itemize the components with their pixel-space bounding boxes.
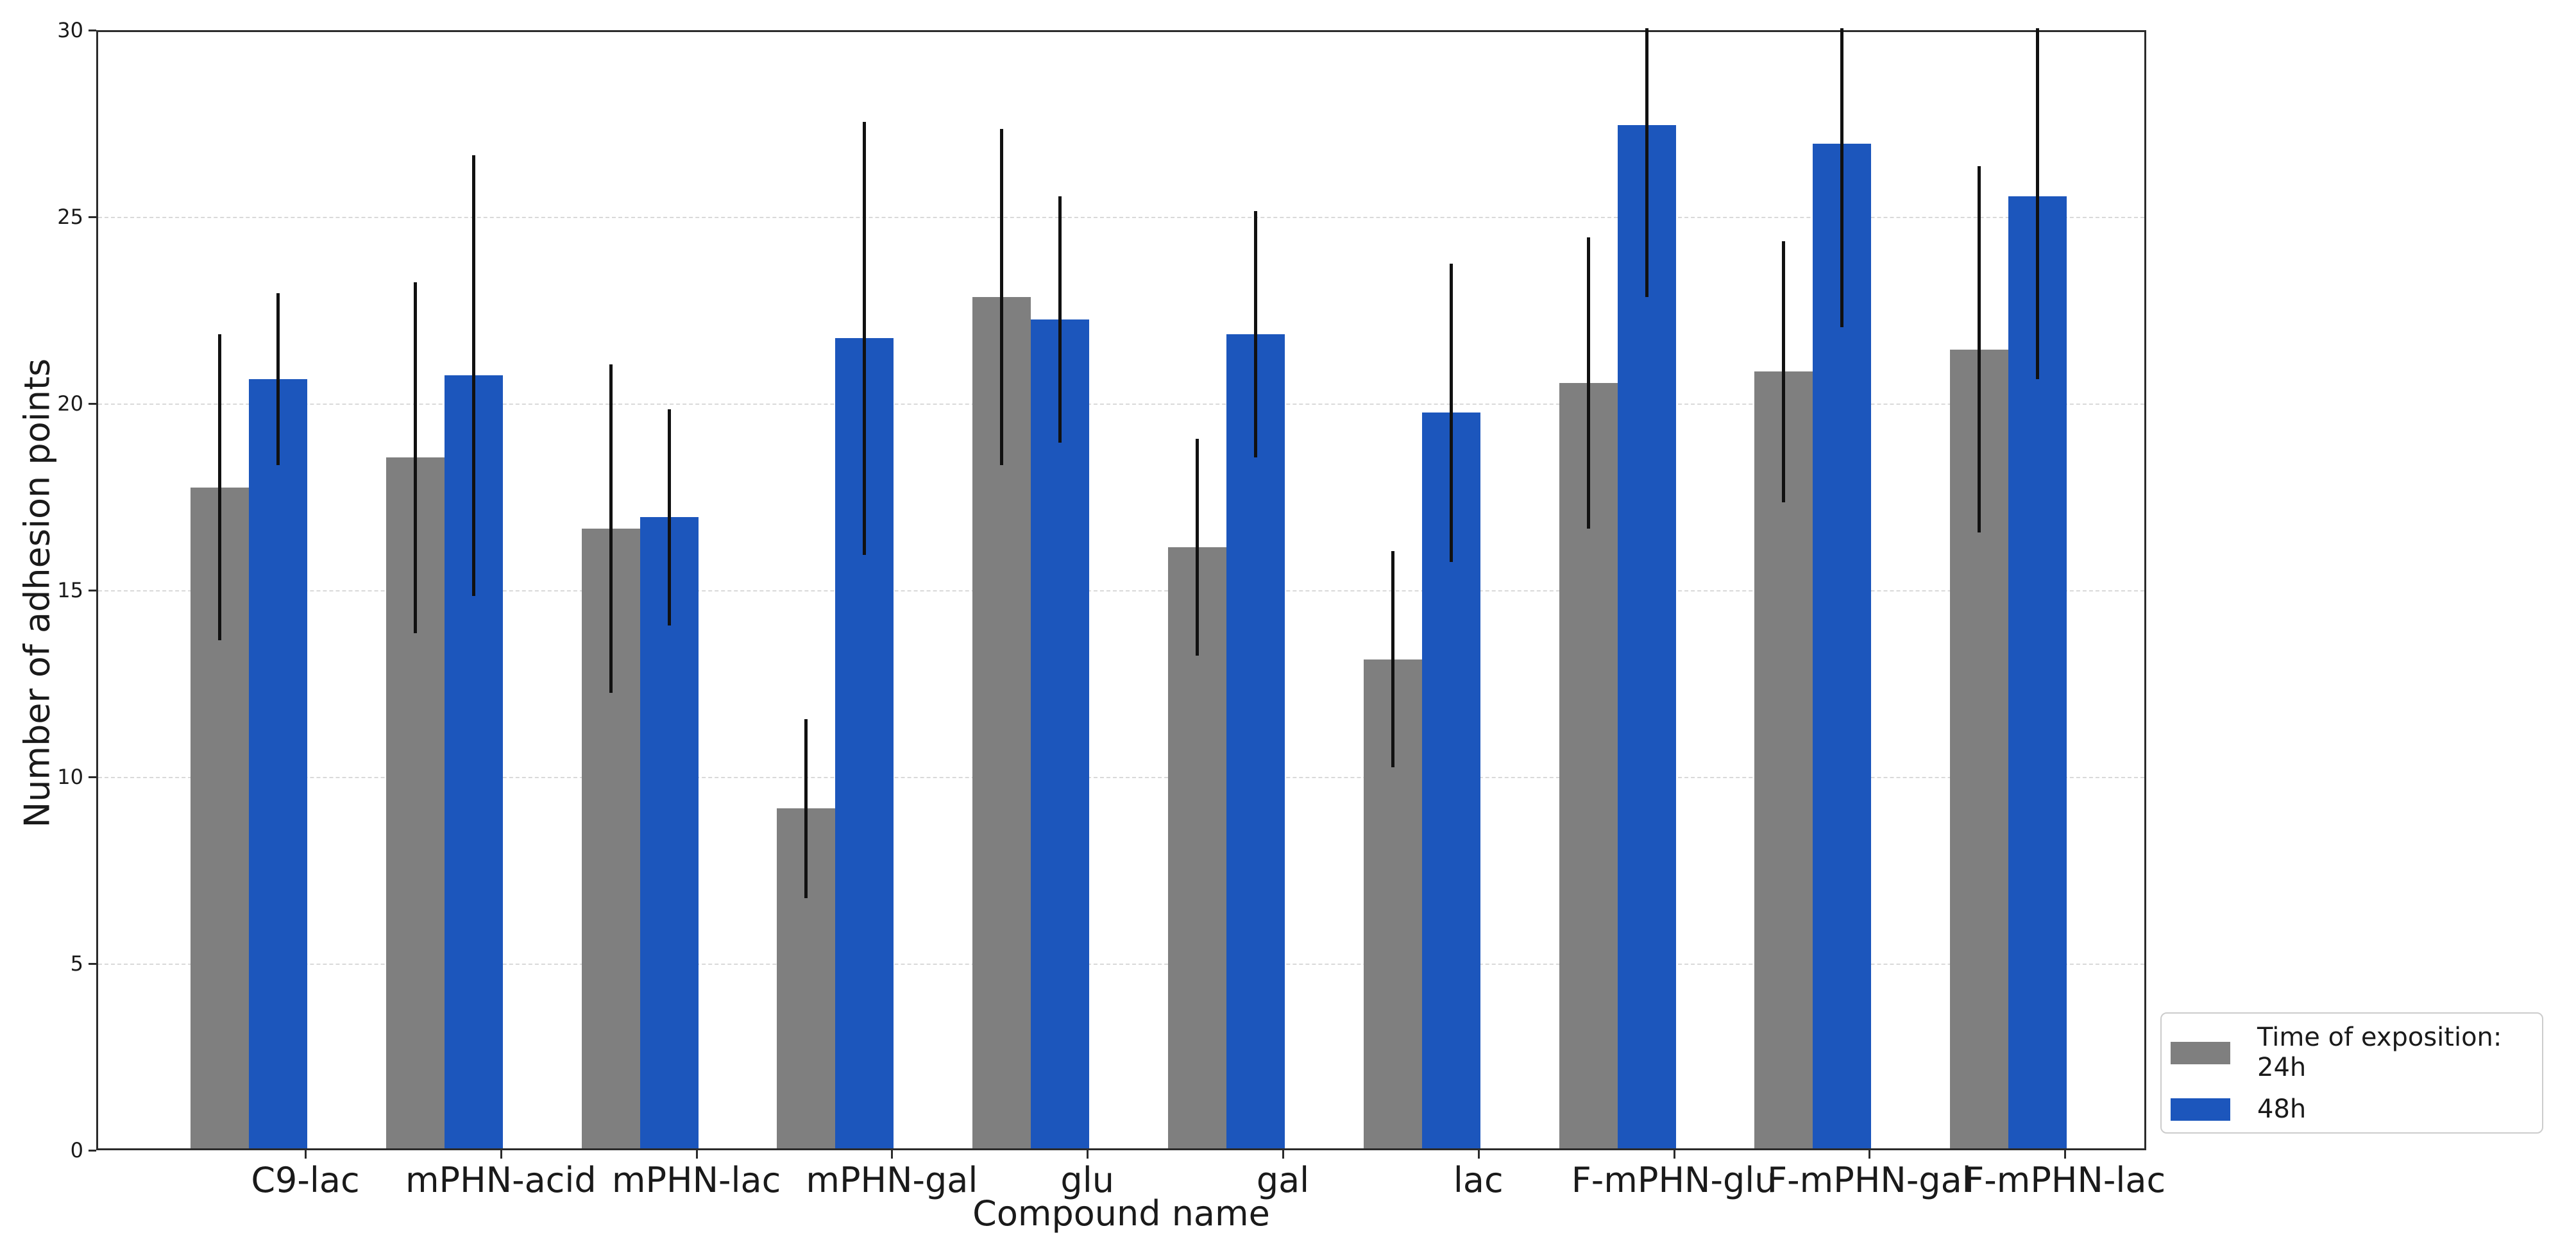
gridline-y5	[98, 964, 2144, 965]
legend-label-24h: 24h	[2257, 1053, 2307, 1082]
x-tick-label-glu: glu	[1060, 1160, 1114, 1200]
error-bar-24h-mPHN-lac	[609, 364, 613, 693]
legend-text-48h: 48h	[2257, 1094, 2306, 1125]
gridline-y20	[98, 404, 2144, 405]
legend-swatch-24h	[2171, 1041, 2230, 1064]
error-bar-48h-mPHN-gal	[863, 121, 867, 555]
y-tick-mark-30	[89, 30, 96, 31]
x-tick-label-mPHN-lac: mPHN-lac	[611, 1160, 781, 1200]
y-tick-mark-10	[89, 776, 96, 778]
y-tick-mark-0	[89, 1150, 96, 1152]
error-bar-24h-F-mPHN-glu	[1586, 237, 1590, 529]
x-tick-label-lac: lac	[1453, 1160, 1504, 1200]
y-tick-label-5: 5	[70, 951, 83, 976]
error-bar-24h-mPHN-gal	[804, 719, 808, 899]
error-bar-24h-gal	[1196, 439, 1199, 656]
x-tick-mark-F-mPHN-lac	[2064, 1150, 2067, 1159]
error-bar-48h-C9-lac	[276, 293, 280, 465]
y-tick-label-20: 20	[57, 391, 83, 416]
legend-label-48h: 48h	[2257, 1094, 2307, 1124]
legend-entry-48h: 48h	[2171, 1094, 2530, 1125]
y-tick-label-15: 15	[57, 578, 83, 602]
legend-swatch-48h	[2171, 1098, 2230, 1121]
y-tick-mark-5	[89, 963, 96, 965]
bar-48h-gal	[1226, 334, 1285, 1148]
error-bar-48h-F-mPHN-glu	[1645, 28, 1648, 298]
error-bar-24h-mPHN-acid	[413, 282, 417, 633]
y-tick-label-0: 0	[70, 1138, 83, 1162]
x-tick-label-gal: gal	[1256, 1160, 1310, 1200]
x-tick-mark-gal	[1282, 1150, 1284, 1159]
error-bar-24h-F-mPHN-gal	[1782, 241, 1786, 503]
x-tick-mark-C9-lac	[305, 1150, 307, 1159]
error-bar-24h-lac	[1391, 550, 1394, 768]
y-tick-label-30: 30	[57, 18, 83, 42]
x-tick-mark-mPHN-gal	[891, 1150, 894, 1159]
error-bar-48h-glu	[1058, 196, 1062, 443]
x-tick-mark-mPHN-acid	[500, 1150, 502, 1159]
x-tick-label-F-mPHN-gal: F-mPHN-gal	[1767, 1160, 1972, 1200]
x-tick-label-mPHN-acid: mPHN-acid	[405, 1160, 597, 1200]
error-bar-24h-glu	[1000, 129, 1004, 465]
x-tick-mark-lac	[1477, 1150, 1480, 1159]
y-tick-label-10: 10	[57, 765, 83, 789]
x-tick-label-F-mPHN-lac: F-mPHN-lac	[1964, 1160, 2166, 1200]
error-bar-48h-F-mPHN-gal	[1840, 28, 1844, 327]
error-bar-24h-C9-lac	[218, 334, 221, 641]
x-tick-label-F-mPHN-glu: F-mPHN-glu	[1571, 1160, 1777, 1200]
x-tick-mark-F-mPHN-gal	[1868, 1150, 1871, 1159]
legend-title: Time of exposition:	[2257, 1023, 2502, 1052]
bar-48h-glu	[1031, 319, 1090, 1148]
error-bar-48h-mPHN-acid	[471, 155, 475, 596]
x-tick-mark-F-mPHN-glu	[1673, 1150, 1675, 1159]
gridline-y10	[98, 777, 2144, 778]
plot-area	[96, 28, 2146, 1150]
error-bar-24h-F-mPHN-lac	[1978, 166, 1981, 532]
x-tick-mark-glu	[1087, 1150, 1089, 1159]
legend: Time of exposition: 24h 48h	[2160, 1012, 2543, 1134]
bar-48h-C9-lac	[249, 379, 307, 1148]
y-tick-mark-15	[89, 590, 96, 591]
error-bar-48h-lac	[1449, 263, 1453, 563]
gridline-y15	[98, 590, 2144, 591]
y-tick-mark-20	[89, 403, 96, 405]
error-bar-48h-gal	[1254, 211, 1257, 458]
legend-entry-24h: Time of exposition: 24h	[2171, 1023, 2530, 1083]
error-bar-48h-mPHN-lac	[667, 409, 671, 626]
legend-text-24h: Time of exposition: 24h	[2257, 1023, 2502, 1083]
y-tick-mark-25	[89, 216, 96, 218]
error-bar-48h-F-mPHN-lac	[2036, 28, 2040, 380]
x-axis-title: Compound name	[972, 1193, 1270, 1234]
x-tick-mark-mPHN-lac	[695, 1150, 698, 1159]
x-tick-label-C9-lac: C9-lac	[251, 1160, 360, 1200]
y-tick-label-25: 25	[57, 205, 83, 229]
gridline-y25	[98, 217, 2144, 218]
x-tick-label-mPHN-gal: mPHN-gal	[806, 1160, 978, 1200]
